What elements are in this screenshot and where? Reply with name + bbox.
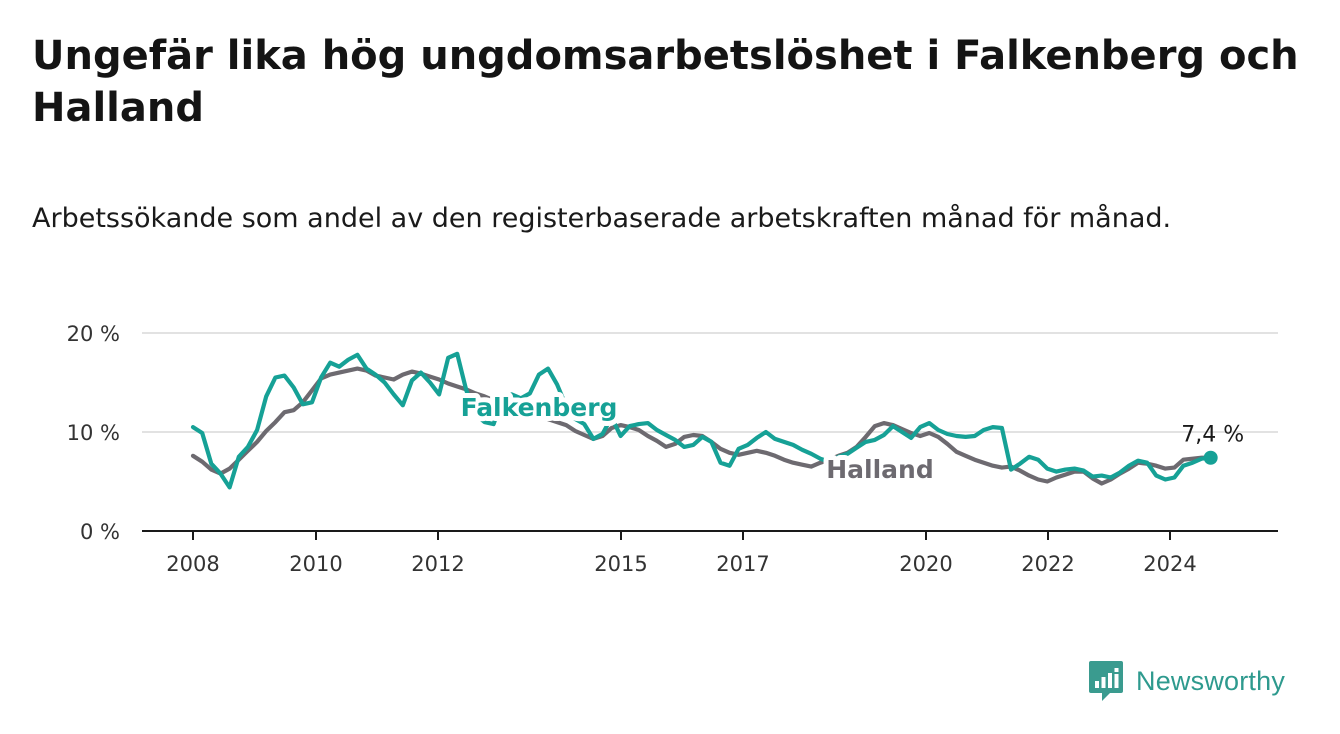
series-label-halland: Halland — [826, 455, 934, 484]
newsworthy-brand: Newsworthy — [1088, 660, 1285, 702]
series-line-halland — [190, 366, 1213, 486]
x-tick-label: 2022 — [1021, 552, 1074, 576]
series-line-falkenberg — [190, 351, 1213, 490]
x-tick-label: 2024 — [1143, 552, 1196, 576]
y-tick-label: 20 % — [67, 322, 120, 346]
series-label-halo: Halland — [826, 455, 934, 484]
chart-title: Ungefär lika hög ungdomsarbetslöshet i F… — [32, 33, 1299, 131]
y-tick-label: 0 % — [80, 520, 120, 544]
series-label-halo: Falkenberg — [461, 393, 618, 422]
series-label-falkenberg: Falkenberg — [461, 393, 618, 422]
x-tick-label: 2017 — [716, 552, 769, 576]
x-tick-label: 2010 — [289, 552, 342, 576]
x-tick-label: 2012 — [411, 552, 464, 576]
x-tick-label: 2015 — [594, 552, 647, 576]
newsworthy-name: Newsworthy — [1136, 665, 1286, 696]
chart-subtitle: Arbetssökande som andel av den registerb… — [32, 203, 1172, 234]
end-value-label: 7,4 % — [1181, 423, 1244, 448]
x-tick-label: 2008 — [166, 552, 219, 576]
x-tick-label: 2020 — [899, 552, 952, 576]
grid: 0 % 10 % 20 % — [67, 322, 1278, 544]
y-tick-label: 10 % — [67, 421, 120, 445]
newsworthy-logo-icon — [1089, 661, 1123, 701]
end-point-marker — [1203, 450, 1218, 465]
x-axis: 2008 2010 2012 2015 2017 2020 2022 2024 — [142, 530, 1278, 576]
series-lines — [190, 351, 1213, 490]
